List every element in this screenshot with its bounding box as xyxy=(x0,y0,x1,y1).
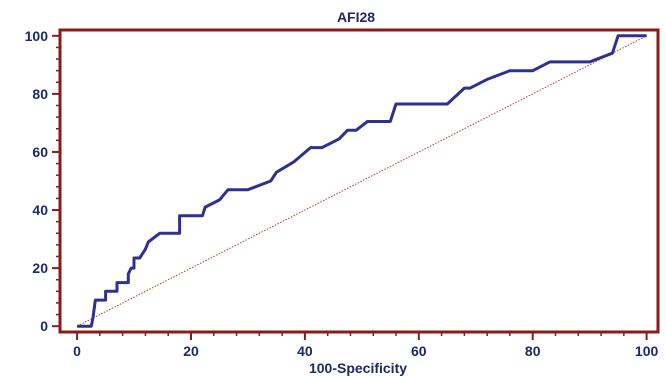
chart-title: AFI28 xyxy=(337,9,375,25)
y-tick-label: 40 xyxy=(32,202,48,218)
x-tick-label: 0 xyxy=(73,343,81,359)
plot-frame xyxy=(58,28,660,334)
x-tick-label: 40 xyxy=(297,343,313,359)
x-tick-label: 60 xyxy=(411,343,427,359)
y-tick-label: 60 xyxy=(32,144,48,160)
x-tick-label: 80 xyxy=(525,343,541,359)
y-tick-label: 80 xyxy=(32,86,48,102)
roc-curve-line xyxy=(77,34,647,328)
y-tick-label: 0 xyxy=(40,318,48,334)
x-axis-label: 100-Specificity xyxy=(309,360,407,376)
y-tick-label: 20 xyxy=(32,260,48,276)
x-tick-label: 20 xyxy=(183,343,199,359)
y-tick-label: 100 xyxy=(25,28,49,44)
x-tick-label: 100 xyxy=(635,343,659,359)
reference-diagonal-line xyxy=(76,35,647,327)
plot-area: 0 20 40 60 80 100 0 20 40 60 80 100 xyxy=(25,28,660,359)
